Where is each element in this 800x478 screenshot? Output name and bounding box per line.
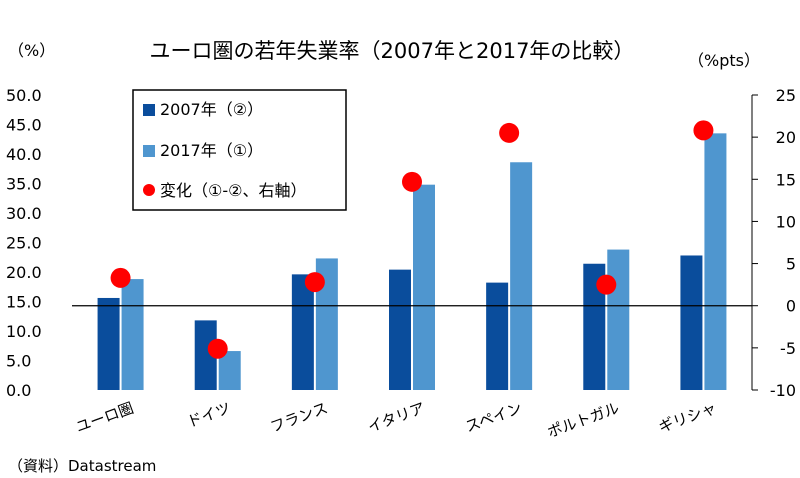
category-label: ドイツ [185,399,233,431]
change-marker [693,120,714,141]
legend-label-2007: 2007年（②） [160,100,263,119]
bar-2017 [607,249,630,390]
change-marker [402,171,422,192]
bar-2007 [97,297,120,390]
change-marker [596,274,617,295]
category-labels: ユーロ圏 ドイツ フランス イタリア スペイン ポルトガル ギリシャ [73,399,718,442]
right-tick-label: 20 [776,128,796,147]
bar-2007 [194,320,217,390]
left-axis: 0.0 5.0 10.0 15.0 20.0 25.0 30.0 35.0 40.0 45.0 50… [6,86,42,400]
bar-2017 [315,258,338,390]
right-tick-label: 10 [776,212,796,231]
bar-2017 [218,351,241,390]
right-tick-label: 15 [776,170,796,189]
legend: 2007年（②） 2017年（①） 変化（①-②、右軸） [132,89,347,211]
change-markers [110,120,714,359]
category-label: ユーロ圏 [73,399,136,436]
bar-2017 [510,162,533,390]
right-axis-unit: （%pts） [688,51,760,70]
right-axis: -10 -5 0 5 10 15 20 25 [751,86,796,400]
change-marker [304,272,325,293]
legend-swatch-change [143,184,155,196]
category-label: フランス [268,399,330,436]
legend-label-change: 変化（①-②、右軸） [160,181,306,200]
change-marker [499,122,520,143]
category-label: イタリア [365,399,427,436]
right-tick-label: 0 [786,297,796,316]
bar-2007 [291,274,314,390]
change-marker [110,267,131,288]
left-tick-label: 30.0 [6,204,42,223]
left-tick-label: 45.0 [6,116,42,135]
bar-2017 [121,279,144,390]
left-tick-label: 15.0 [6,293,42,312]
right-tick-label: 5 [786,255,796,274]
bar-2007 [680,255,703,390]
category-label: スペイン [463,399,525,436]
chart-title: ユーロ圏の若年失業率（2007年と2017年の比較） [150,39,635,63]
category-label: ギリシャ [656,399,719,436]
category-label: ポルトガル [545,399,622,442]
bar-2007 [389,269,411,390]
left-tick-label: 10.0 [6,322,42,341]
left-tick-label: 25.0 [6,234,42,253]
legend-box [132,89,347,211]
left-tick-label: 35.0 [6,175,42,194]
change-marker [207,338,228,359]
left-tick-label: 20.0 [6,263,42,282]
legend-label-2017: 2017年（①） [160,141,263,160]
legend-swatch-2017 [143,145,155,157]
bar-2007 [583,263,606,390]
left-tick-label: 0.0 [6,381,31,400]
left-axis-unit: （%） [8,41,55,60]
right-tick-label: 25 [776,86,796,105]
bar-2017 [704,133,727,390]
right-tick-label: -10 [770,381,796,400]
bar-2017 [413,184,435,390]
right-tick-label: -5 [780,339,796,358]
source-note: （資料）Datastream [8,457,156,475]
bar-2007 [486,282,509,390]
left-tick-label: 50.0 [6,86,42,105]
left-tick-label: 40.0 [6,145,42,164]
left-tick-label: 5.0 [6,352,31,371]
bars [97,133,727,390]
legend-swatch-2007 [143,104,155,116]
